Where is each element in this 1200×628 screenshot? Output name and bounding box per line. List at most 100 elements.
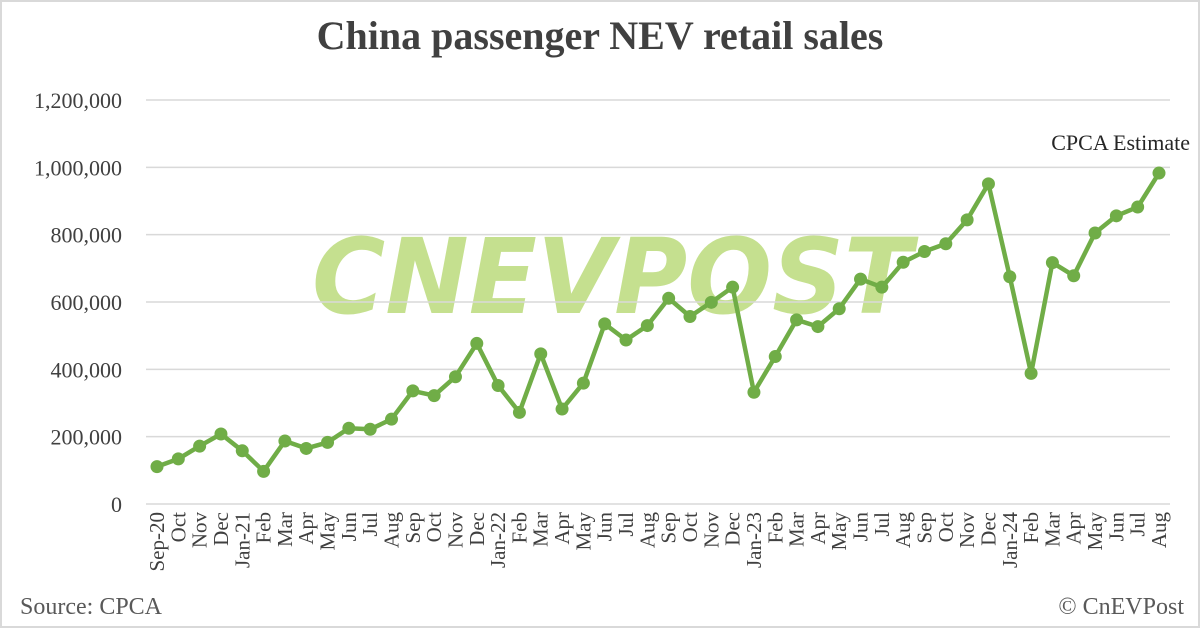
- x-tick-label: Nov: [699, 512, 723, 549]
- data-point: [193, 439, 207, 453]
- data-point: [491, 378, 505, 392]
- gridlines: [146, 99, 1170, 505]
- data-point: [854, 272, 868, 286]
- data-point: [1067, 269, 1081, 283]
- data-point: [619, 333, 633, 347]
- x-tick-label: May: [571, 512, 595, 551]
- x-tick-label: Oct: [678, 512, 702, 542]
- copyright-note: © CnEVPost: [1058, 594, 1184, 620]
- data-point: [512, 405, 526, 419]
- x-tick-label: Dec: [976, 512, 1000, 546]
- x-tick-label: Apr: [806, 512, 830, 545]
- x-tick-label: May: [827, 512, 851, 551]
- x-tick-label: Jun: [593, 512, 617, 542]
- data-point: [662, 291, 676, 305]
- y-axis-ticks: 0 200,000 400,000 600,000 800,000 1,000,000 1,…: [34, 88, 122, 517]
- x-tick-label: Apr: [1062, 512, 1086, 545]
- x-tick-label: Sep: [912, 512, 936, 544]
- data-point: [171, 452, 185, 466]
- data-point: [1152, 166, 1166, 180]
- x-tick-label: Jan-21: [230, 512, 254, 568]
- x-tick-label: Aug: [635, 512, 659, 549]
- data-point: [427, 389, 441, 403]
- x-tick-label: Jun: [337, 512, 361, 542]
- y-tick-label: 400,000: [51, 357, 123, 382]
- data-point: [768, 350, 782, 364]
- x-tick-label: Jan-22: [486, 512, 510, 568]
- x-tick-label: Apr: [294, 512, 318, 545]
- x-tick-label: Aug: [1147, 512, 1171, 549]
- data-point: [598, 317, 612, 331]
- watermark-text: CNEVPOST: [312, 216, 919, 338]
- x-tick-label: Sep-20: [145, 512, 169, 572]
- x-tick-label: Aug: [891, 512, 915, 549]
- x-tick-label: Sep: [401, 512, 425, 544]
- data-point: [939, 237, 953, 251]
- data-point: [960, 213, 974, 227]
- x-tick-label: Apr: [550, 512, 574, 545]
- annotations: CPCA Estimate: [1051, 130, 1190, 155]
- x-tick-label: Nov: [188, 512, 212, 549]
- data-point: [1003, 270, 1017, 284]
- x-tick-label: Feb: [1019, 512, 1043, 544]
- x-tick-label: Sep: [657, 512, 681, 544]
- data-point: [576, 376, 590, 390]
- y-tick-label: 800,000: [51, 223, 123, 248]
- data-point: [321, 435, 335, 449]
- x-tick-label: Jul: [358, 512, 382, 537]
- x-tick-label: Jul: [870, 512, 894, 537]
- data-point: [917, 245, 931, 258]
- data-point: [448, 370, 462, 384]
- x-tick-label: Jun: [849, 512, 873, 542]
- data-point: [1109, 209, 1123, 223]
- x-tick-label: Jun: [1104, 512, 1128, 542]
- data-point: [896, 255, 910, 269]
- y-tick-label: 200,000: [51, 425, 123, 450]
- x-tick-label: Aug: [380, 512, 404, 549]
- data-point: [555, 402, 569, 416]
- data-point: [832, 302, 846, 316]
- x-tick-label: Nov: [443, 512, 467, 549]
- watermark: CNEVPOST: [312, 216, 919, 338]
- data-point: [704, 295, 718, 309]
- data-point: [150, 460, 164, 474]
- x-tick-label: Mar: [529, 512, 553, 547]
- x-tick-label: Oct: [422, 512, 446, 542]
- data-point: [811, 320, 825, 334]
- source-note: Source: CPCA: [20, 594, 163, 620]
- data-point: [299, 441, 313, 455]
- data-point: [214, 427, 228, 441]
- data-point: [278, 434, 292, 448]
- x-tick-label: Jul: [614, 512, 638, 537]
- data-point: [1131, 200, 1145, 214]
- data-point: [790, 313, 804, 327]
- chart-title: China passenger NEV retail sales: [316, 13, 884, 58]
- data-point: [1045, 256, 1059, 270]
- data-point: [981, 177, 995, 191]
- data-point: [342, 421, 356, 435]
- x-tick-label: Oct: [166, 512, 190, 542]
- x-tick-label: Nov: [955, 512, 979, 549]
- x-tick-label: Jan-24: [998, 512, 1022, 568]
- x-tick-label: Feb: [252, 512, 276, 544]
- data-point: [683, 309, 697, 323]
- data-point: [470, 336, 484, 350]
- x-tick-label: Oct: [934, 512, 958, 542]
- data-point: [1024, 366, 1038, 380]
- data-point: [640, 319, 654, 333]
- y-tick-label: 1,000,000: [34, 155, 122, 180]
- data-point: [235, 444, 249, 458]
- data-point: [385, 412, 399, 426]
- data-point: [406, 384, 420, 398]
- x-axis-ticks: Sep-20OctNovDecJan-21FebMarAprMayJunJulA…: [145, 512, 1171, 572]
- x-tick-label: Feb: [507, 512, 531, 544]
- data-point: [726, 280, 740, 294]
- x-tick-label: May: [316, 512, 340, 551]
- x-tick-label: Jan-23: [742, 512, 766, 568]
- data-point: [875, 280, 889, 294]
- data-series: [150, 166, 1166, 478]
- data-point: [363, 422, 377, 436]
- x-tick-label: Mar: [1040, 512, 1064, 547]
